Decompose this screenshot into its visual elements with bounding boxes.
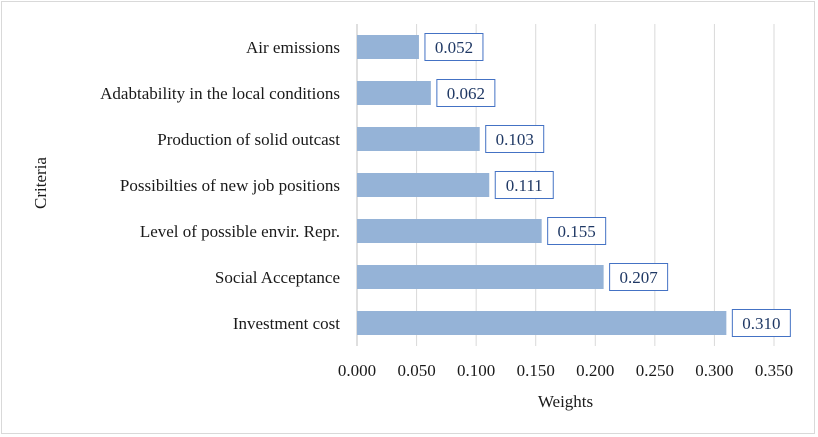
y-axis-title: Criteria bbox=[31, 157, 50, 209]
data-label-box bbox=[424, 33, 484, 61]
x-tick-label: 0.300 bbox=[695, 361, 733, 380]
data-label: 0.062 bbox=[447, 84, 485, 103]
data-label: 0.052 bbox=[435, 38, 473, 57]
data-label: 0.310 bbox=[742, 314, 780, 333]
category-label: Level of possible envir. Repr. bbox=[140, 222, 340, 241]
x-tick-label: 0.350 bbox=[755, 361, 793, 380]
x-tick-labels: 0.000 0.050 0.100 0.150 0.200 0.250 0.300 0.350 bbox=[338, 361, 793, 380]
category-label: Air emissions bbox=[246, 38, 340, 57]
x-tick-label: 0.050 bbox=[397, 361, 435, 380]
bar bbox=[357, 219, 542, 243]
data-labels: 0.052 0.062 0.103 0.111 0.155 0.207 0.310 bbox=[424, 33, 791, 337]
data-label-box bbox=[731, 309, 791, 337]
category-label: Social Acceptance bbox=[215, 268, 340, 287]
category-label: Production of solid outcast bbox=[157, 130, 340, 149]
bars bbox=[357, 35, 727, 335]
data-label: 0.103 bbox=[496, 130, 534, 149]
x-axis-title: Weights bbox=[538, 392, 593, 411]
data-label-box bbox=[494, 171, 554, 199]
x-tick-label: 0.250 bbox=[636, 361, 674, 380]
bar bbox=[357, 173, 490, 197]
bar bbox=[357, 265, 604, 289]
bar bbox=[357, 311, 727, 335]
data-label: 0.155 bbox=[558, 222, 596, 241]
x-tick-label: 0.200 bbox=[576, 361, 614, 380]
category-label: Possibilties of new job positions bbox=[120, 176, 340, 195]
bar bbox=[357, 35, 419, 59]
data-label: 0.111 bbox=[506, 176, 543, 195]
data-label-box bbox=[436, 79, 496, 107]
category-labels: Air emissions Adabtability in the local c… bbox=[100, 38, 340, 333]
category-label: Adabtability in the local conditions bbox=[100, 84, 340, 103]
x-tick-label: 0.150 bbox=[517, 361, 555, 380]
data-label-box bbox=[609, 263, 669, 291]
gridlines bbox=[356, 24, 775, 346]
bar bbox=[357, 127, 480, 151]
x-tick-label: 0.100 bbox=[457, 361, 495, 380]
data-label-box bbox=[485, 125, 545, 153]
x-tick-label: 0.000 bbox=[338, 361, 376, 380]
category-label: Investment cost bbox=[233, 314, 340, 333]
data-label: 0.207 bbox=[620, 268, 659, 287]
bar bbox=[357, 81, 431, 105]
data-label-box bbox=[547, 217, 607, 245]
